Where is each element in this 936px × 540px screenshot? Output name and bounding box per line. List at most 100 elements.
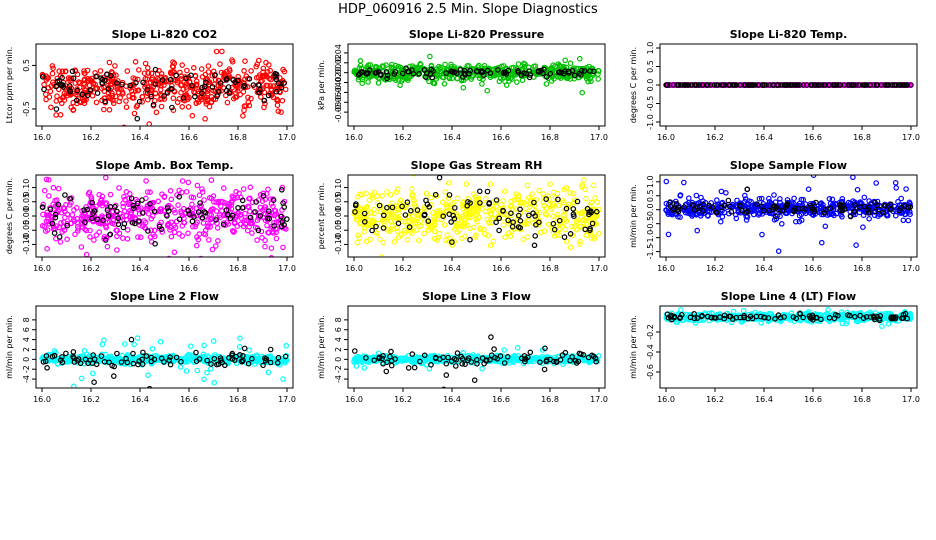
data-point bbox=[213, 243, 219, 249]
data-point bbox=[175, 78, 181, 84]
data-point bbox=[880, 210, 886, 216]
data-point bbox=[500, 222, 507, 228]
data-point bbox=[593, 212, 600, 219]
data-point bbox=[389, 204, 396, 211]
data-point bbox=[200, 353, 207, 360]
data-point bbox=[235, 88, 241, 94]
data-point bbox=[166, 208, 172, 214]
data-point bbox=[198, 96, 205, 103]
data-point bbox=[449, 201, 455, 207]
data-point bbox=[515, 193, 522, 199]
data-point bbox=[582, 195, 589, 202]
data-point bbox=[240, 84, 247, 90]
data-point bbox=[465, 195, 472, 202]
data-point bbox=[221, 77, 227, 83]
data-point bbox=[448, 61, 454, 68]
data-point bbox=[361, 365, 368, 371]
y-tick-label: 0.10 bbox=[334, 179, 343, 197]
data-point bbox=[208, 94, 215, 100]
data-point bbox=[397, 82, 403, 89]
data-point bbox=[837, 82, 844, 88]
data-point bbox=[515, 212, 522, 219]
data-point bbox=[446, 192, 453, 198]
data-point bbox=[678, 82, 684, 88]
data-point bbox=[792, 218, 799, 225]
data-point bbox=[777, 199, 783, 206]
data-point bbox=[266, 215, 273, 222]
data-point bbox=[435, 234, 441, 241]
data-point bbox=[571, 72, 578, 79]
data-point bbox=[818, 203, 824, 210]
data-point bbox=[529, 191, 535, 197]
data-point bbox=[213, 208, 220, 214]
data-point bbox=[856, 82, 862, 88]
data-point bbox=[449, 256, 453, 257]
data-point bbox=[595, 230, 602, 237]
data-point bbox=[62, 192, 68, 198]
panel-4: Slope Amb. Box Temp.degrees C per min.16… bbox=[5, 159, 296, 273]
data-point bbox=[42, 358, 49, 365]
data-point bbox=[66, 87, 73, 93]
data-point bbox=[57, 239, 64, 245]
data-point bbox=[262, 211, 269, 218]
data-point bbox=[144, 76, 151, 82]
data-point bbox=[257, 204, 264, 211]
data-point bbox=[121, 221, 128, 227]
data-point bbox=[404, 236, 411, 243]
data-point bbox=[208, 206, 215, 213]
data-point bbox=[860, 82, 866, 88]
data-point bbox=[184, 67, 190, 74]
data-point bbox=[453, 211, 460, 217]
x-tick-label: 16.2 bbox=[706, 133, 724, 142]
data-point bbox=[83, 251, 90, 257]
data-point bbox=[148, 93, 155, 100]
data-point bbox=[590, 72, 596, 78]
data-point bbox=[818, 239, 825, 246]
data-point bbox=[536, 187, 543, 194]
data-point bbox=[171, 207, 177, 213]
data-point bbox=[380, 212, 387, 219]
data-point bbox=[208, 99, 215, 106]
data-point bbox=[164, 213, 170, 219]
data-point bbox=[872, 199, 878, 206]
data-point bbox=[408, 186, 415, 192]
data-point bbox=[409, 230, 415, 236]
data-point bbox=[826, 211, 833, 218]
x-tick-label: 16.4 bbox=[443, 133, 461, 142]
data-point bbox=[44, 209, 51, 216]
data-point bbox=[205, 63, 212, 69]
data-point bbox=[267, 76, 274, 83]
y-tick-label: 0.5 bbox=[646, 189, 655, 202]
data-point bbox=[215, 238, 221, 244]
data-point bbox=[61, 205, 68, 212]
data-point bbox=[425, 218, 432, 224]
data-point bbox=[130, 202, 137, 209]
data-point bbox=[487, 181, 494, 188]
data-point bbox=[132, 355, 139, 362]
data-point bbox=[387, 191, 394, 198]
data-point bbox=[275, 108, 282, 115]
data-point bbox=[896, 207, 903, 214]
data-point bbox=[185, 179, 192, 186]
data-point bbox=[232, 220, 238, 226]
data-point bbox=[188, 72, 194, 79]
data-point bbox=[739, 208, 746, 214]
data-point bbox=[43, 77, 50, 83]
y-tick-label: -0.05 bbox=[22, 220, 31, 241]
data-point bbox=[759, 231, 765, 238]
x-tick-label: 16.4 bbox=[131, 264, 149, 273]
data-point bbox=[241, 68, 247, 74]
data-point bbox=[745, 82, 751, 88]
data-point bbox=[274, 102, 281, 109]
data-point bbox=[273, 229, 279, 236]
data-point bbox=[229, 58, 236, 65]
data-point bbox=[110, 100, 117, 107]
data-point bbox=[199, 186, 205, 192]
data-point bbox=[169, 104, 175, 111]
data-point bbox=[579, 182, 586, 189]
data-point bbox=[151, 208, 158, 215]
data-point bbox=[130, 360, 137, 367]
x-tick-label: 16.2 bbox=[82, 133, 100, 142]
data-point bbox=[237, 212, 243, 218]
data-point bbox=[141, 224, 148, 231]
